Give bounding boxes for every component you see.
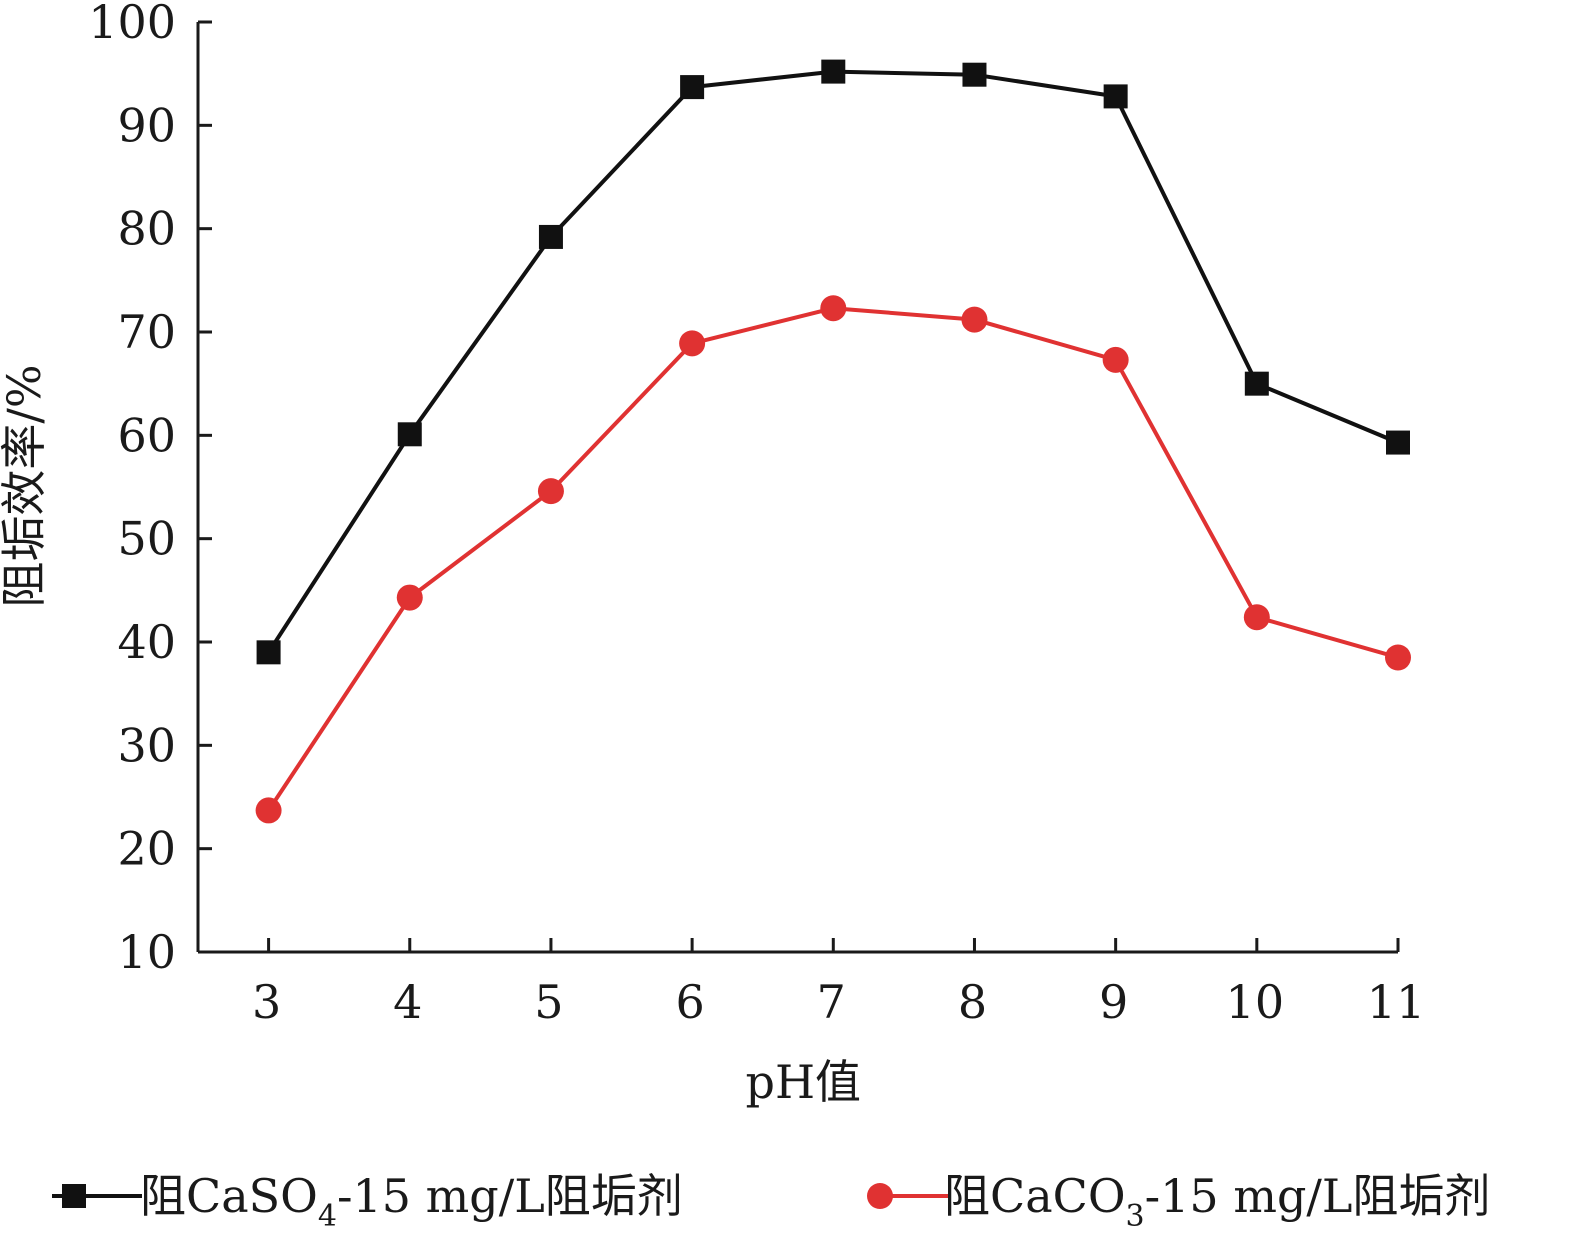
data-point-square <box>1244 371 1269 396</box>
y-tick-label: 60 <box>117 408 176 462</box>
x-tick-label: 4 <box>393 975 422 1029</box>
y-tick-label: 20 <box>117 822 176 876</box>
x-tick-label: 3 <box>252 975 281 1029</box>
y-tick-label: 90 <box>117 98 176 152</box>
y-tick-label: 40 <box>117 615 176 669</box>
legend-circle-marker-icon <box>867 1183 893 1209</box>
y-tick-label: 100 <box>88 0 176 49</box>
x-tick-label: 10 <box>1226 975 1285 1029</box>
legend: 阻CaSO4-15 mg/L阻垢剂 阻CaCO3-15 mg/L阻垢剂 <box>52 1169 1490 1234</box>
x-tick-label: 8 <box>958 975 987 1029</box>
y-tick-label: 70 <box>117 305 176 359</box>
x-tick-label: 11 <box>1367 975 1426 1029</box>
y-tick-label: 30 <box>117 718 176 772</box>
data-point-square <box>538 224 563 249</box>
data-point-square <box>821 59 846 84</box>
data-point-square <box>397 422 422 447</box>
x-tick-label: 9 <box>1099 975 1128 1029</box>
legend-label-1: 阻CaSO4-15 mg/L阻垢剂 <box>140 1169 683 1234</box>
legend-item-1: 阻CaSO4-15 mg/L阻垢剂 <box>52 1169 683 1234</box>
data-point-circle <box>961 306 988 333</box>
data-point-circle <box>1102 346 1129 373</box>
data-point-circle <box>820 295 847 322</box>
data-point-square <box>962 62 987 87</box>
x-tick-label: 6 <box>675 975 704 1029</box>
axes: 10 20 30 40 50 60 70 80 90 100 3 4 5 6 7 8 9 10 11 pH值 阻垢效率/… <box>0 0 1425 1109</box>
y-tick-label: 50 <box>117 512 176 566</box>
data-point-circle <box>537 478 564 505</box>
plot-area <box>255 59 1411 824</box>
data-point-square <box>680 75 705 100</box>
data-point-circle <box>1243 604 1270 631</box>
series-line-2 <box>266 306 1399 812</box>
x-tick-label: 7 <box>817 975 846 1029</box>
legend-item-2: 阻CaCO3-15 mg/L阻垢剂 <box>867 1169 1490 1234</box>
data-point-circle <box>1385 644 1411 671</box>
data-point-circle <box>255 797 282 824</box>
x-axis-title: pH值 <box>746 1055 862 1109</box>
y-tick-label: 80 <box>117 202 176 256</box>
data-point-circle <box>679 330 706 357</box>
legend-square-marker-icon <box>62 1184 86 1208</box>
data-point-square <box>1103 84 1128 109</box>
data-point-circle <box>396 584 423 611</box>
x-tick-label: 5 <box>534 975 563 1029</box>
data-point-square <box>256 640 281 665</box>
y-axis-title: 阻垢效率/% <box>0 364 51 607</box>
y-tick-label: 10 <box>117 925 176 979</box>
legend-label-2: 阻CaCO3-15 mg/L阻垢剂 <box>944 1169 1490 1234</box>
data-point-square <box>1386 430 1410 455</box>
